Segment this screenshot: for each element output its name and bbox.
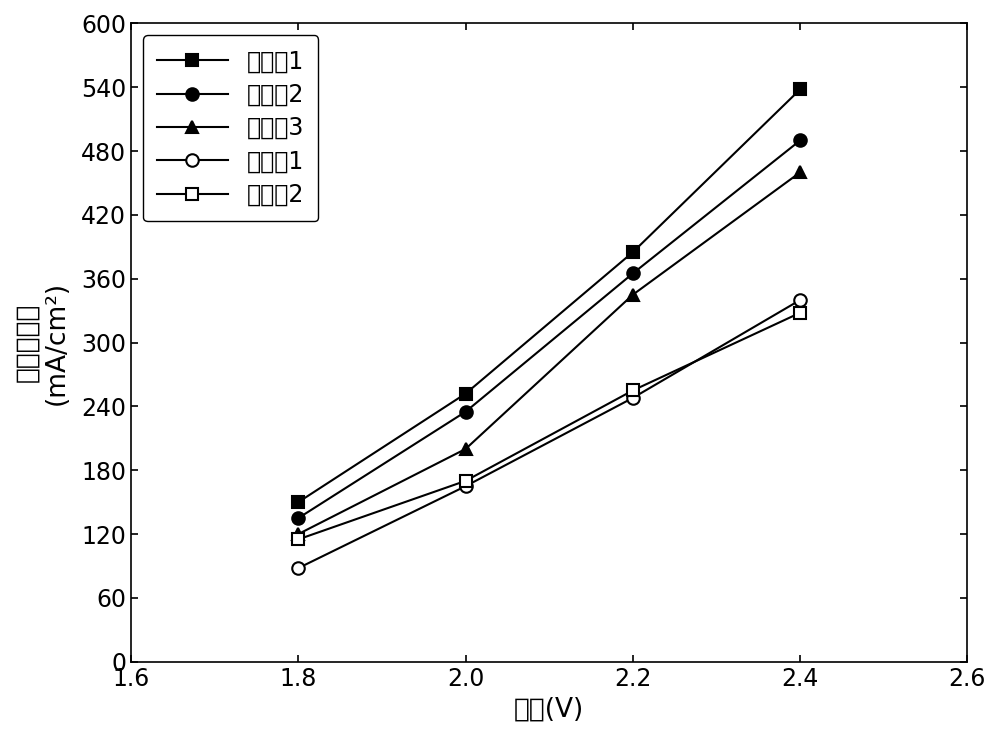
Line: 对比奡2: 对比奡2 <box>292 306 806 545</box>
Line: 对比奡1: 对比奡1 <box>292 294 806 574</box>
对比奡2 <box>627 386 639 394</box>
实施奡1 <box>627 248 639 257</box>
实施奡1 <box>292 498 304 506</box>
实施奡3 <box>292 530 304 539</box>
对比奡2 <box>794 308 806 317</box>
X-axis label: 电压(V): 电压(V) <box>514 696 584 722</box>
对比奡1 <box>627 394 639 403</box>
实施奡1 <box>794 85 806 93</box>
实施奡2 <box>460 407 472 416</box>
实施奡3 <box>460 445 472 453</box>
实施奡3 <box>627 290 639 299</box>
Y-axis label: 总电流密度
(mA/cm²): 总电流密度 (mA/cm²) <box>14 280 70 405</box>
对比奡2 <box>460 476 472 485</box>
Legend: 实施奡1, 实施奡2, 实施奡3, 对比奡1, 对比奡2: 实施奡1, 实施奡2, 实施奡3, 对比奡1, 对比奡2 <box>143 35 318 222</box>
对比奡1 <box>460 482 472 491</box>
实施奡2 <box>627 269 639 277</box>
实施奡3 <box>794 168 806 177</box>
对比奡2 <box>292 535 304 544</box>
Line: 实施奡3: 实施奡3 <box>292 166 806 540</box>
实施奡1 <box>460 389 472 398</box>
实施奡2 <box>794 136 806 145</box>
Line: 实施奡2: 实施奡2 <box>292 134 806 524</box>
Line: 实施奡1: 实施奡1 <box>292 83 806 509</box>
实施奡2 <box>292 514 304 523</box>
对比奡1 <box>292 564 304 573</box>
对比奡1 <box>794 296 806 305</box>
